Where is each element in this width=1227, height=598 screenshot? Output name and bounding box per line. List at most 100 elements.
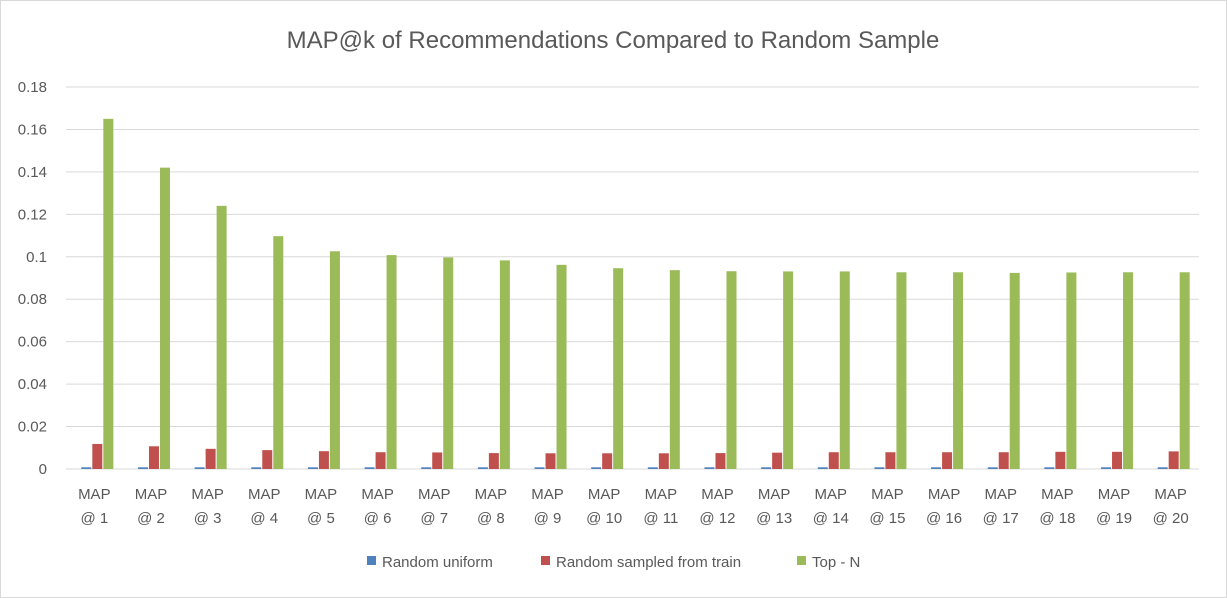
bar-random-sampled bbox=[262, 450, 273, 469]
bar-top-n bbox=[159, 167, 170, 469]
x-tick-label: MAP bbox=[418, 486, 451, 503]
bar-top-n bbox=[443, 257, 454, 469]
x-tick-label: MAP bbox=[531, 486, 564, 503]
grid-layer bbox=[66, 86, 1199, 470]
x-tick-label: MAP bbox=[475, 486, 508, 503]
bar-random-sampled bbox=[432, 452, 443, 469]
x-tick-label: @ 15 bbox=[869, 510, 905, 527]
x-tick-label: MAP bbox=[871, 486, 904, 503]
x-tick-label: MAP bbox=[645, 486, 678, 503]
bar-random-sampled bbox=[1055, 451, 1066, 469]
bar-random-uniform bbox=[194, 467, 205, 469]
x-tick-label: @ 7 bbox=[420, 510, 448, 527]
bar-top-n bbox=[329, 251, 340, 469]
bar-random-sampled bbox=[828, 452, 839, 469]
y-tick-label: 0.18 bbox=[18, 79, 47, 96]
y-tick-label: 0.02 bbox=[18, 419, 47, 436]
bar-top-n bbox=[386, 255, 397, 469]
bar-random-uniform bbox=[987, 467, 998, 469]
bar-random-uniform bbox=[761, 467, 772, 469]
x-tick-label: @ 5 bbox=[307, 510, 335, 527]
legend-random-sampled-label: Random sampled from train bbox=[556, 554, 741, 571]
x-tick-label: MAP bbox=[305, 486, 338, 503]
x-tick-label: @ 10 bbox=[586, 510, 622, 527]
bar-random-sampled bbox=[715, 453, 726, 469]
bar-top-n bbox=[499, 260, 510, 469]
x-tick-label: MAP bbox=[248, 486, 281, 503]
x-tick-label: @ 1 bbox=[80, 510, 108, 527]
bar-random-sampled bbox=[375, 452, 386, 469]
x-tick-label: @ 12 bbox=[699, 510, 735, 527]
x-tick-label: @ 17 bbox=[983, 510, 1019, 527]
bar-top-n bbox=[669, 270, 680, 469]
bar-random-uniform bbox=[534, 467, 545, 469]
bar-random-uniform bbox=[251, 467, 262, 469]
x-tick-label: @ 14 bbox=[813, 510, 849, 527]
bar-random-uniform bbox=[1157, 467, 1168, 469]
legend-random-uniform-swatch bbox=[367, 556, 376, 565]
y-tick-label: 0.1 bbox=[26, 249, 47, 266]
x-tick-label: MAP bbox=[1098, 486, 1131, 503]
bar-random-uniform bbox=[647, 467, 658, 469]
bar-random-uniform bbox=[704, 467, 715, 469]
bar-top-n bbox=[216, 205, 227, 469]
bar-random-sampled bbox=[1112, 451, 1123, 469]
bar-random-sampled bbox=[92, 443, 103, 469]
bar-top-n bbox=[1123, 272, 1134, 469]
x-tick-label: MAP bbox=[361, 486, 394, 503]
x-tick-label: MAP bbox=[928, 486, 961, 503]
bar-random-uniform bbox=[81, 467, 92, 469]
legend: Random uniform Random sampled from train T… bbox=[367, 554, 860, 571]
x-tick-label: @ 16 bbox=[926, 510, 962, 527]
bar-random-uniform bbox=[137, 467, 148, 469]
legend-random-sampled-swatch bbox=[541, 556, 550, 565]
bar-top-n bbox=[896, 272, 907, 469]
bar-top-n bbox=[783, 271, 794, 469]
bar-random-sampled bbox=[658, 453, 669, 469]
x-tick-label: MAP bbox=[815, 486, 848, 503]
x-tick-label: @ 4 bbox=[250, 510, 278, 527]
legend-top-n-label: Top - N bbox=[812, 554, 860, 571]
bar-random-sampled bbox=[885, 452, 896, 469]
bar-top-n bbox=[839, 271, 850, 469]
legend-random-uniform-label: Random uniform bbox=[382, 554, 493, 571]
x-tick-label: @ 19 bbox=[1096, 510, 1132, 527]
x-tick-label: @ 3 bbox=[194, 510, 222, 527]
bar-random-sampled bbox=[488, 453, 499, 469]
bar-random-sampled bbox=[545, 453, 556, 469]
x-tick-label: MAP bbox=[758, 486, 791, 503]
x-tick-label: @ 13 bbox=[756, 510, 792, 527]
x-tick-label: MAP bbox=[588, 486, 621, 503]
x-axis-ticks: MAP @ 1 MAP @ 2 MAP @ 3 MAP @ 4 MAP @ 5 MAP @ 6 MAP @… bbox=[78, 486, 1189, 527]
bar-layer bbox=[81, 118, 1190, 469]
bar-random-uniform bbox=[1044, 467, 1055, 469]
x-tick-label: @ 2 bbox=[137, 510, 165, 527]
y-tick-label: 0.04 bbox=[18, 376, 47, 393]
legend-top-n-swatch bbox=[797, 556, 806, 565]
bar-top-n bbox=[953, 272, 964, 469]
bar-top-n bbox=[273, 236, 284, 469]
bar-random-uniform bbox=[874, 467, 885, 469]
bar-random-sampled bbox=[148, 446, 159, 469]
x-tick-label: MAP bbox=[1041, 486, 1074, 503]
x-tick-label: MAP bbox=[191, 486, 224, 503]
x-tick-label: @ 18 bbox=[1039, 510, 1075, 527]
bar-random-uniform bbox=[477, 467, 488, 469]
x-tick-label: @ 11 bbox=[643, 510, 678, 527]
bar-random-uniform bbox=[931, 467, 942, 469]
y-tick-label: 0 bbox=[39, 461, 47, 478]
bar-random-sampled bbox=[205, 448, 216, 469]
chart-title: MAP@k of Recommendations Compared to Ran… bbox=[287, 27, 940, 54]
bar-top-n bbox=[613, 268, 624, 469]
bar-random-sampled bbox=[998, 452, 1009, 469]
x-tick-label: @ 20 bbox=[1153, 510, 1189, 527]
bar-random-uniform bbox=[1101, 467, 1112, 469]
bar-random-sampled bbox=[772, 452, 783, 469]
bar-top-n bbox=[726, 271, 737, 469]
bar-top-n bbox=[103, 118, 114, 469]
bar-top-n bbox=[556, 264, 567, 469]
bar-random-uniform bbox=[421, 467, 432, 469]
x-tick-label: MAP bbox=[701, 486, 734, 503]
bar-random-uniform bbox=[591, 467, 602, 469]
